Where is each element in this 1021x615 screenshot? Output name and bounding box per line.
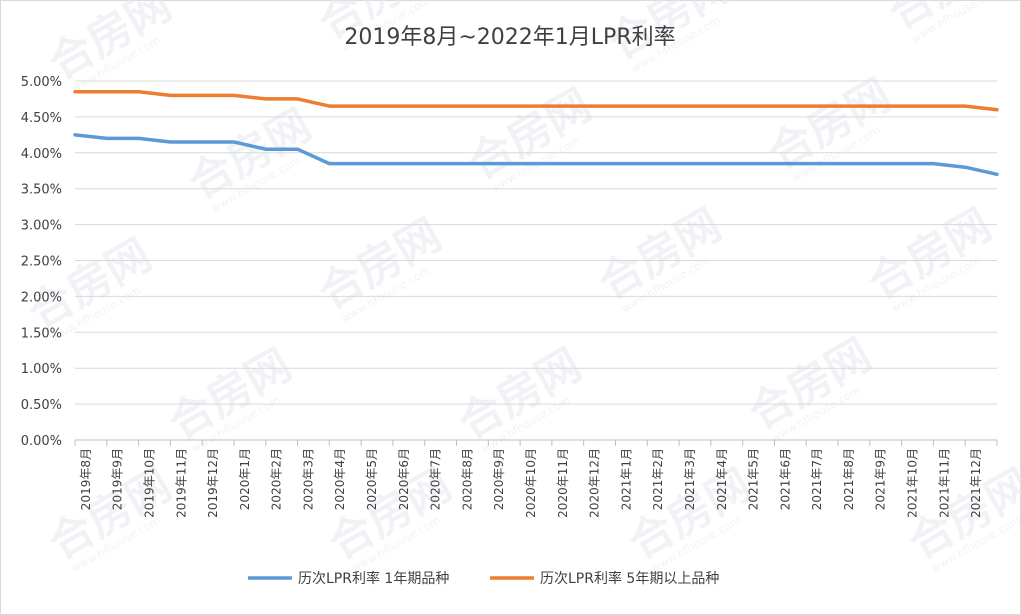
x-axis: 2019年8月 2019年9月 2019年10月 2019年11月 2019年12月 20… bbox=[74, 440, 998, 518]
y-tick-label: 4.50% bbox=[21, 111, 62, 126]
series-line-5yr bbox=[73, 90, 999, 112]
x-tick-label: 2020年8月 bbox=[460, 448, 474, 510]
x-tick-label: 2020年11月 bbox=[556, 448, 570, 518]
x-tick-label: 2019年8月 bbox=[79, 448, 93, 510]
x-tick-label: 2021年9月 bbox=[874, 448, 888, 510]
series-line-1yr bbox=[73, 133, 999, 177]
y-tick-label: 2.00% bbox=[21, 290, 62, 305]
x-tick-label: 2020年7月 bbox=[429, 448, 443, 510]
x-tick-label: 2020年3月 bbox=[301, 448, 315, 510]
y-tick-label: 1.50% bbox=[21, 326, 62, 341]
y-tick-label: 0.50% bbox=[21, 398, 62, 413]
y-tick-label: 3.50% bbox=[21, 183, 62, 198]
x-tick-label: 2021年3月 bbox=[683, 448, 697, 510]
x-tick-label: 2021年7月 bbox=[810, 448, 824, 510]
x-tick-label: 2020年10月 bbox=[524, 448, 538, 518]
y-tick-label: 5.00% bbox=[21, 75, 62, 90]
x-tick-label: 2019年9月 bbox=[111, 448, 125, 510]
x-tick-label: 2020年4月 bbox=[333, 448, 347, 510]
x-tick-label: 2020年9月 bbox=[492, 448, 506, 510]
y-tick-label: 2.50% bbox=[21, 255, 62, 270]
x-tick-label: 2020年12月 bbox=[588, 448, 602, 518]
x-tick-label: 2021年2月 bbox=[651, 448, 665, 510]
y-axis: 0.00% 0.50% 1.00% 1.50% 2.00% 2.50% 3.00% 3.50%… bbox=[21, 75, 62, 449]
x-tick-label: 2021年11月 bbox=[937, 448, 951, 518]
y-tick-label: 3.00% bbox=[21, 219, 62, 234]
x-tick-label: 2019年11月 bbox=[174, 448, 188, 518]
legend-label: 历次LPR利率 5年期以上品种 bbox=[540, 570, 719, 587]
x-tick-label: 2020年1月 bbox=[238, 448, 252, 510]
y-tick-label: 0.00% bbox=[21, 434, 62, 449]
x-tick-label: 2021年8月 bbox=[842, 448, 856, 510]
legend-label: 历次LPR利率 1年期品种 bbox=[298, 570, 449, 587]
x-tick-label: 2021年1月 bbox=[619, 448, 633, 510]
y-tick-label: 4.00% bbox=[21, 147, 62, 162]
legend: 历次LPR利率 1年期品种 历次LPR利率 5年期以上品种 bbox=[248, 570, 719, 587]
x-tick-label: 2021年12月 bbox=[969, 448, 983, 518]
x-tick-label: 2020年6月 bbox=[397, 448, 411, 510]
watermark-layer: 合房网www.hfhouse.com合房网www.hfhouse.com合房网w… bbox=[20, 0, 1021, 575]
x-tick-label: 2021年10月 bbox=[906, 448, 920, 518]
chart-title: 2019年8月~2022年1月LPR利率 bbox=[344, 25, 675, 50]
series-lines bbox=[73, 90, 999, 177]
x-tick-label: 2020年2月 bbox=[270, 448, 284, 510]
gridlines bbox=[75, 80, 997, 441]
x-tick-label: 2019年10月 bbox=[142, 448, 156, 518]
x-tick-label: 2021年5月 bbox=[747, 448, 761, 510]
x-tick-label: 2020年5月 bbox=[365, 448, 379, 510]
y-tick-label: 1.00% bbox=[21, 362, 62, 377]
x-tick-label: 2021年4月 bbox=[715, 448, 729, 510]
x-tick-label: 2019年12月 bbox=[206, 448, 220, 518]
x-tick-label: 2021年6月 bbox=[778, 448, 792, 510]
